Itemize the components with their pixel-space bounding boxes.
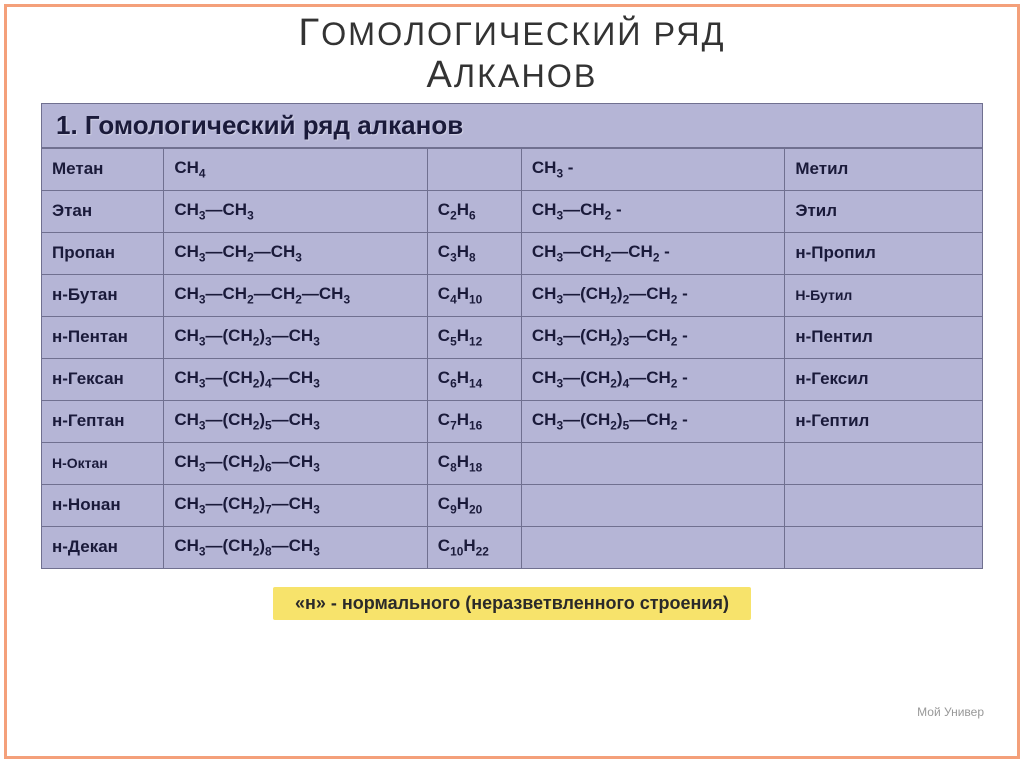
cell-molecular: C8H18 <box>427 442 521 484</box>
cell-structural: CH3—(CH2)8—CH3 <box>164 526 427 568</box>
cell-radical_struct: CH3—CH2 - <box>521 190 784 232</box>
cell-molecular: C7H16 <box>427 400 521 442</box>
cell-name: н-Пентан <box>42 316 164 358</box>
cell-structural: CH3—CH3 <box>164 190 427 232</box>
cell-radical_struct: CH3—(CH2)2—CH2 - <box>521 274 784 316</box>
sub-title: 1. Гомологический ряд алканов <box>41 103 983 148</box>
cell-name: н-Гептан <box>42 400 164 442</box>
cell-radical_name: Н-Бутил <box>785 274 983 316</box>
table-row: ПропанCH3—CH2—CH3C3H8CH3—CH2—CH2 -н-Проп… <box>42 232 983 274</box>
cell-structural: CH3—CH2—CH2—CH3 <box>164 274 427 316</box>
cell-name: Н-Октан <box>42 442 164 484</box>
cell-radical_struct <box>521 442 784 484</box>
cell-structural: CH3—(CH2)7—CH3 <box>164 484 427 526</box>
cell-molecular: C9H20 <box>427 484 521 526</box>
cell-molecular: C3H8 <box>427 232 521 274</box>
cell-name: н-Нонан <box>42 484 164 526</box>
cell-radical_name: н-Гексил <box>785 358 983 400</box>
watermark: Мой Универ <box>917 705 984 719</box>
cell-name: Пропан <box>42 232 164 274</box>
cell-molecular <box>427 148 521 190</box>
table-row: н-ДеканCH3—(CH2)8—CH3C10H22 <box>42 526 983 568</box>
cell-structural: CH3—(CH2)4—CH3 <box>164 358 427 400</box>
main-title: ГОМОЛОГИЧЕСКИЙ РЯДАЛКАНОВ <box>13 13 1011 97</box>
cell-name: н-Гексан <box>42 358 164 400</box>
cell-name: н-Декан <box>42 526 164 568</box>
cell-radical_struct: CH3—(CH2)5—CH2 - <box>521 400 784 442</box>
cell-radical_name: Этил <box>785 190 983 232</box>
alkane-table: МетанCH4CH3 -МетилЭтанCH3—CH3C2H6CH3—CH2… <box>41 148 983 569</box>
cell-molecular: C5H12 <box>427 316 521 358</box>
cell-molecular: C2H6 <box>427 190 521 232</box>
cell-radical_struct <box>521 484 784 526</box>
table-row: н-ПентанCH3—(CH2)3—CH3C5H12CH3—(CH2)3—CH… <box>42 316 983 358</box>
cell-structural: CH4 <box>164 148 427 190</box>
table-row: н-ГексанCH3—(CH2)4—CH3C6H14CH3—(CH2)4—CH… <box>42 358 983 400</box>
cell-molecular: C6H14 <box>427 358 521 400</box>
cell-name: н-Бутан <box>42 274 164 316</box>
table-row: Н-ОктанCH3—(CH2)6—CH3C8H18 <box>42 442 983 484</box>
footer-note-text: «н» - нормального (неразветвленного стро… <box>273 587 751 620</box>
cell-radical_name: н-Гептил <box>785 400 983 442</box>
cell-name: Этан <box>42 190 164 232</box>
footer-note: «н» - нормального (неразветвленного стро… <box>41 587 983 620</box>
table-row: ЭтанCH3—CH3C2H6CH3—CH2 -Этил <box>42 190 983 232</box>
cell-structural: CH3—(CH2)3—CH3 <box>164 316 427 358</box>
table-container: 1. Гомологический ряд алканов МетанCH4CH… <box>13 103 1011 620</box>
cell-radical_name <box>785 484 983 526</box>
cell-radical_struct: CH3—(CH2)3—CH2 - <box>521 316 784 358</box>
table-body: МетанCH4CH3 -МетилЭтанCH3—CH3C2H6CH3—CH2… <box>42 148 983 568</box>
slide-frame: ГОМОЛОГИЧЕСКИЙ РЯДАЛКАНОВ 1. Гомологичес… <box>4 4 1020 759</box>
cell-structural: CH3—(CH2)6—CH3 <box>164 442 427 484</box>
cell-radical_name: Метил <box>785 148 983 190</box>
cell-structural: CH3—CH2—CH3 <box>164 232 427 274</box>
cell-structural: CH3—(CH2)5—CH3 <box>164 400 427 442</box>
cell-radical_struct: CH3 - <box>521 148 784 190</box>
cell-radical_name <box>785 442 983 484</box>
cell-radical_name <box>785 526 983 568</box>
cell-radical_struct <box>521 526 784 568</box>
cell-radical_name: н-Пропил <box>785 232 983 274</box>
table-row: н-НонанCH3—(CH2)7—CH3C9H20 <box>42 484 983 526</box>
table-row: н-БутанCH3—CH2—CH2—CH3C4H10CH3—(CH2)2—CH… <box>42 274 983 316</box>
table-row: МетанCH4 CH3 -Метил <box>42 148 983 190</box>
cell-radical_struct: CH3—CH2—CH2 - <box>521 232 784 274</box>
cell-name: Метан <box>42 148 164 190</box>
cell-radical_name: н-Пентил <box>785 316 983 358</box>
table-row: н-ГептанCH3—(CH2)5—CH3C7H16CH3—(CH2)5—CH… <box>42 400 983 442</box>
cell-molecular: C10H22 <box>427 526 521 568</box>
cell-radical_struct: CH3—(CH2)4—CH2 - <box>521 358 784 400</box>
cell-molecular: C4H10 <box>427 274 521 316</box>
